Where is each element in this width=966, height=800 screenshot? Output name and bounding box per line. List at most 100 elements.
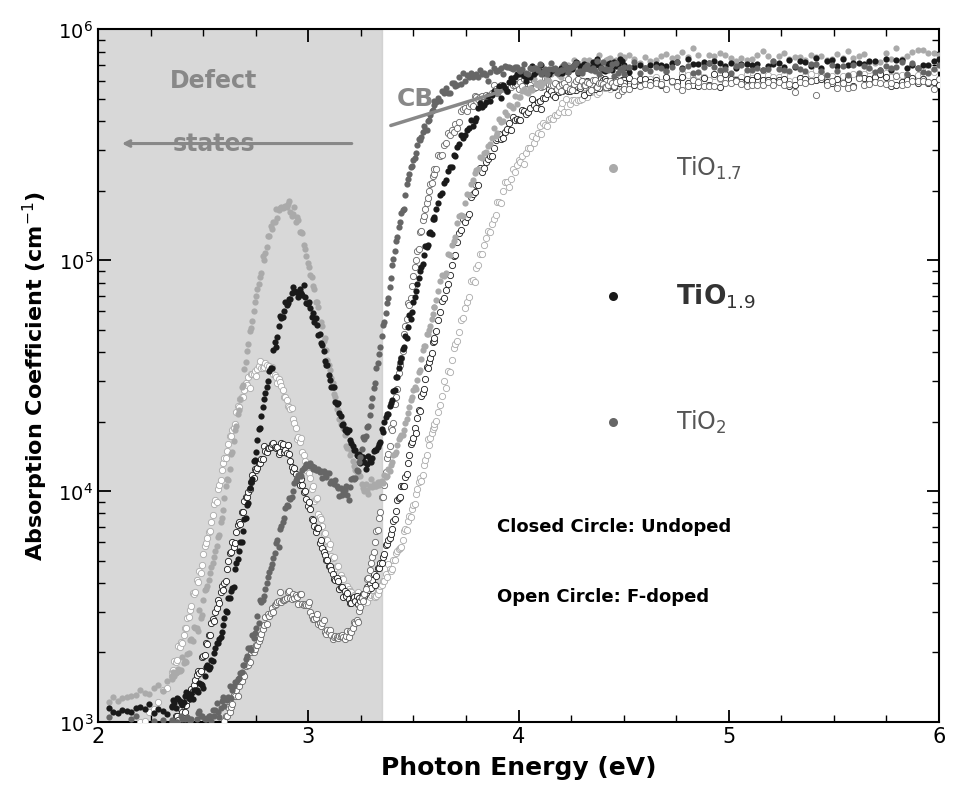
Point	[190, 625, 206, 638]
Point	[512, 76, 527, 89]
Point	[486, 122, 501, 135]
Point	[222, 679, 238, 692]
Point	[258, 357, 273, 370]
Point	[543, 85, 558, 98]
Point	[591, 86, 607, 98]
Point	[574, 67, 589, 80]
Point	[549, 109, 564, 122]
Point	[420, 432, 436, 445]
Point	[443, 124, 459, 137]
Point	[512, 157, 527, 170]
Point	[186, 684, 202, 697]
Point	[407, 381, 422, 394]
Point	[412, 134, 427, 146]
Point	[173, 702, 188, 715]
Point	[349, 590, 364, 602]
Point	[664, 75, 679, 88]
Bar	[98, 30, 382, 722]
Point	[808, 58, 823, 70]
Point	[792, 54, 808, 67]
Point	[359, 421, 375, 434]
Point	[255, 594, 270, 606]
Point	[320, 358, 335, 371]
Point	[332, 581, 348, 594]
Point	[335, 422, 351, 435]
Point	[457, 102, 472, 114]
Point	[327, 396, 343, 409]
Point	[440, 248, 455, 261]
Point	[583, 84, 599, 97]
Point	[877, 54, 893, 66]
Point	[293, 470, 308, 482]
Point	[274, 594, 290, 606]
Point	[233, 674, 248, 687]
Point	[490, 66, 505, 78]
Point	[292, 479, 307, 492]
Point	[585, 61, 601, 74]
Point	[258, 445, 273, 458]
Point	[164, 715, 180, 728]
Point	[461, 122, 476, 134]
Point	[474, 247, 490, 260]
Point	[230, 553, 245, 566]
Point	[175, 651, 190, 664]
Point	[611, 63, 627, 76]
Point	[583, 59, 599, 72]
Point	[164, 666, 180, 678]
Point	[132, 700, 148, 713]
Point	[173, 664, 188, 677]
Point	[229, 420, 244, 433]
Point	[375, 319, 390, 332]
Point	[727, 62, 743, 74]
Point	[164, 670, 180, 682]
Point	[615, 78, 631, 90]
Point	[194, 608, 210, 621]
Point	[829, 74, 844, 86]
Point	[193, 612, 209, 625]
Point	[175, 698, 190, 711]
Point	[224, 424, 240, 437]
Point	[270, 441, 285, 454]
Point	[316, 335, 331, 348]
Point	[920, 67, 935, 80]
Point	[348, 590, 363, 602]
Point	[845, 81, 861, 94]
Point	[191, 677, 207, 690]
Point	[159, 682, 175, 694]
Point	[151, 679, 166, 692]
Point	[400, 174, 415, 186]
Point	[283, 455, 298, 468]
Point	[867, 76, 882, 89]
Point	[497, 106, 513, 119]
Point	[364, 584, 380, 597]
Point	[352, 447, 367, 460]
Point	[245, 368, 261, 381]
Point	[227, 418, 242, 430]
Point	[234, 674, 249, 687]
Point	[317, 332, 332, 345]
Point	[447, 249, 463, 262]
Point	[549, 78, 564, 90]
Point	[653, 78, 668, 91]
Point	[372, 506, 387, 518]
Point	[436, 178, 451, 190]
Point	[295, 479, 310, 492]
Point	[642, 58, 658, 71]
Point	[260, 608, 275, 621]
Point	[535, 66, 551, 78]
Point	[840, 73, 856, 86]
Text: states: states	[172, 132, 255, 156]
Point	[514, 80, 529, 93]
Point	[685, 67, 700, 80]
Point	[894, 56, 909, 69]
Point	[615, 78, 631, 90]
Point	[384, 562, 400, 575]
Point	[425, 104, 440, 117]
Point	[434, 186, 449, 199]
Point	[288, 474, 303, 486]
Point	[492, 80, 507, 93]
Point	[327, 388, 342, 401]
Point	[388, 547, 404, 560]
Point	[608, 54, 623, 66]
Point	[463, 178, 478, 191]
